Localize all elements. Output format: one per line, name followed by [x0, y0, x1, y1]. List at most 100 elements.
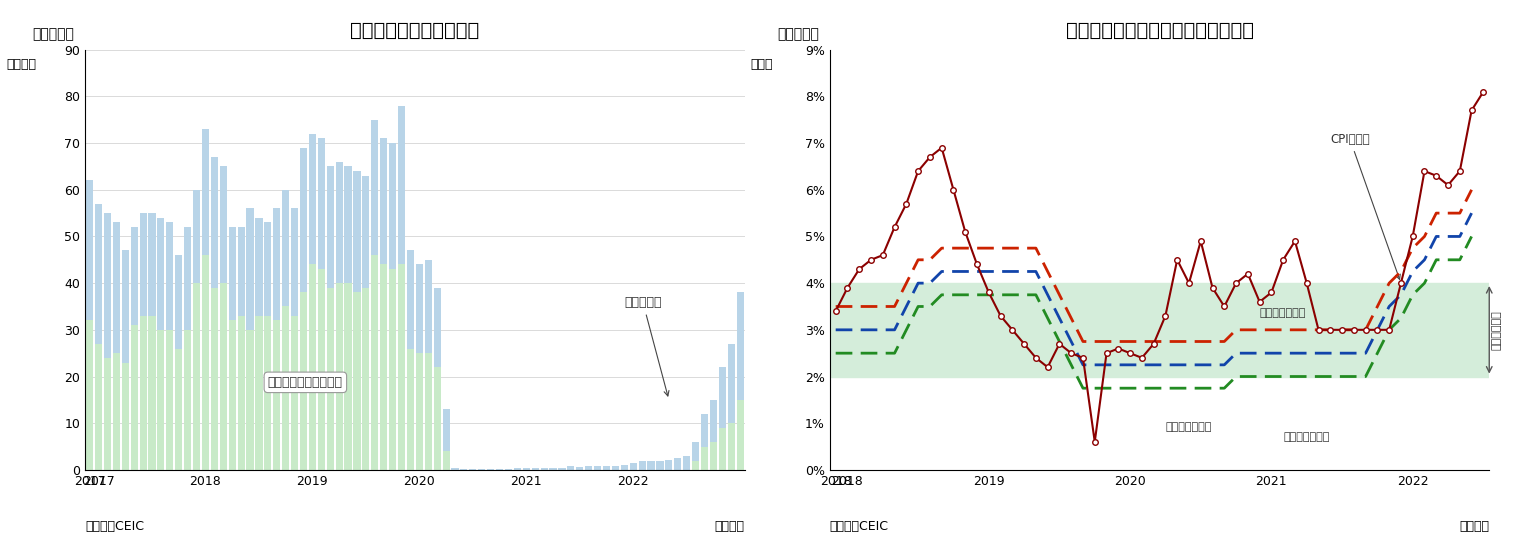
- Bar: [327, 288, 333, 470]
- Bar: [228, 227, 236, 470]
- Text: （万人）: （万人）: [6, 58, 37, 71]
- Bar: [212, 288, 218, 470]
- Bar: [496, 469, 504, 470]
- Bar: [531, 467, 539, 470]
- Bar: [353, 292, 361, 470]
- Bar: [639, 461, 645, 470]
- Bar: [103, 358, 111, 470]
- Bar: [540, 467, 548, 470]
- Bar: [318, 138, 324, 470]
- Text: （図表４）: （図表４）: [778, 27, 819, 41]
- Bar: [166, 330, 174, 470]
- Text: インフレ目標: インフレ目標: [1492, 310, 1502, 350]
- Bar: [406, 349, 414, 470]
- Bar: [362, 176, 370, 470]
- Bar: [549, 467, 557, 470]
- Bar: [443, 451, 449, 470]
- Bar: [371, 255, 379, 470]
- Bar: [140, 213, 146, 470]
- Bar: [425, 353, 432, 470]
- Bar: [202, 129, 209, 470]
- Bar: [300, 292, 307, 470]
- Bar: [113, 353, 120, 470]
- Text: （月次）: （月次）: [715, 520, 744, 533]
- Bar: [309, 265, 317, 470]
- Text: （％）: （％）: [750, 58, 773, 71]
- Bar: [665, 460, 673, 470]
- Bar: [397, 106, 405, 470]
- Bar: [416, 353, 423, 470]
- Bar: [612, 466, 619, 470]
- Bar: [829, 283, 1489, 376]
- Bar: [219, 283, 227, 470]
- Bar: [256, 316, 262, 470]
- Bar: [416, 265, 423, 470]
- Bar: [577, 467, 583, 470]
- Bar: [300, 148, 307, 470]
- Bar: [728, 423, 735, 470]
- Bar: [514, 468, 521, 470]
- Bar: [568, 466, 574, 470]
- Bar: [202, 255, 209, 470]
- Bar: [309, 134, 317, 470]
- Bar: [94, 344, 102, 470]
- Bar: [327, 166, 333, 470]
- Bar: [709, 442, 717, 470]
- Bar: [390, 269, 396, 470]
- Bar: [184, 330, 192, 470]
- Bar: [265, 223, 271, 470]
- Bar: [166, 223, 174, 470]
- Bar: [103, 213, 111, 470]
- Bar: [140, 316, 146, 470]
- Text: （資料）CEIC: （資料）CEIC: [85, 520, 145, 533]
- Bar: [274, 320, 280, 470]
- Bar: [362, 288, 370, 470]
- Bar: [522, 467, 530, 470]
- Bar: [709, 400, 717, 470]
- Bar: [603, 466, 610, 470]
- Bar: [505, 469, 511, 470]
- Bar: [149, 316, 155, 470]
- Bar: [282, 190, 289, 470]
- Text: 翌日物預金金利: 翌日物預金金利: [1166, 422, 1212, 432]
- Title: フィリピンのインフレ率と政策金利: フィリピンのインフレ率と政策金利: [1065, 21, 1254, 40]
- Bar: [228, 320, 236, 470]
- Bar: [193, 190, 199, 470]
- Text: 翌日物借入金利: 翌日物借入金利: [1283, 432, 1330, 442]
- Bar: [397, 265, 405, 470]
- Bar: [594, 466, 601, 470]
- Bar: [274, 209, 280, 470]
- Bar: [683, 456, 691, 470]
- Bar: [559, 467, 566, 470]
- Bar: [647, 461, 654, 470]
- Bar: [212, 157, 218, 470]
- Bar: [737, 292, 744, 470]
- Bar: [656, 461, 664, 470]
- Bar: [674, 458, 682, 470]
- Bar: [193, 283, 199, 470]
- Bar: [113, 223, 120, 470]
- Text: 訪比外客数: 訪比外客数: [624, 296, 670, 396]
- Bar: [157, 330, 164, 470]
- Text: うち東アジアの観光客: うち東アジアの観光客: [268, 376, 342, 389]
- Bar: [122, 362, 129, 470]
- Bar: [425, 260, 432, 470]
- Bar: [184, 227, 192, 470]
- Bar: [219, 166, 227, 470]
- Text: （図表３）: （図表３）: [32, 27, 75, 41]
- Bar: [122, 250, 129, 470]
- Bar: [175, 255, 183, 470]
- Bar: [149, 213, 155, 470]
- Bar: [131, 325, 139, 470]
- Text: （資料）CEIC: （資料）CEIC: [829, 520, 889, 533]
- Bar: [737, 400, 744, 470]
- Bar: [265, 316, 271, 470]
- Bar: [621, 465, 629, 470]
- Bar: [256, 218, 262, 470]
- Bar: [344, 283, 352, 470]
- Bar: [94, 204, 102, 470]
- Bar: [318, 269, 324, 470]
- Bar: [380, 265, 387, 470]
- Bar: [406, 250, 414, 470]
- Bar: [247, 330, 254, 470]
